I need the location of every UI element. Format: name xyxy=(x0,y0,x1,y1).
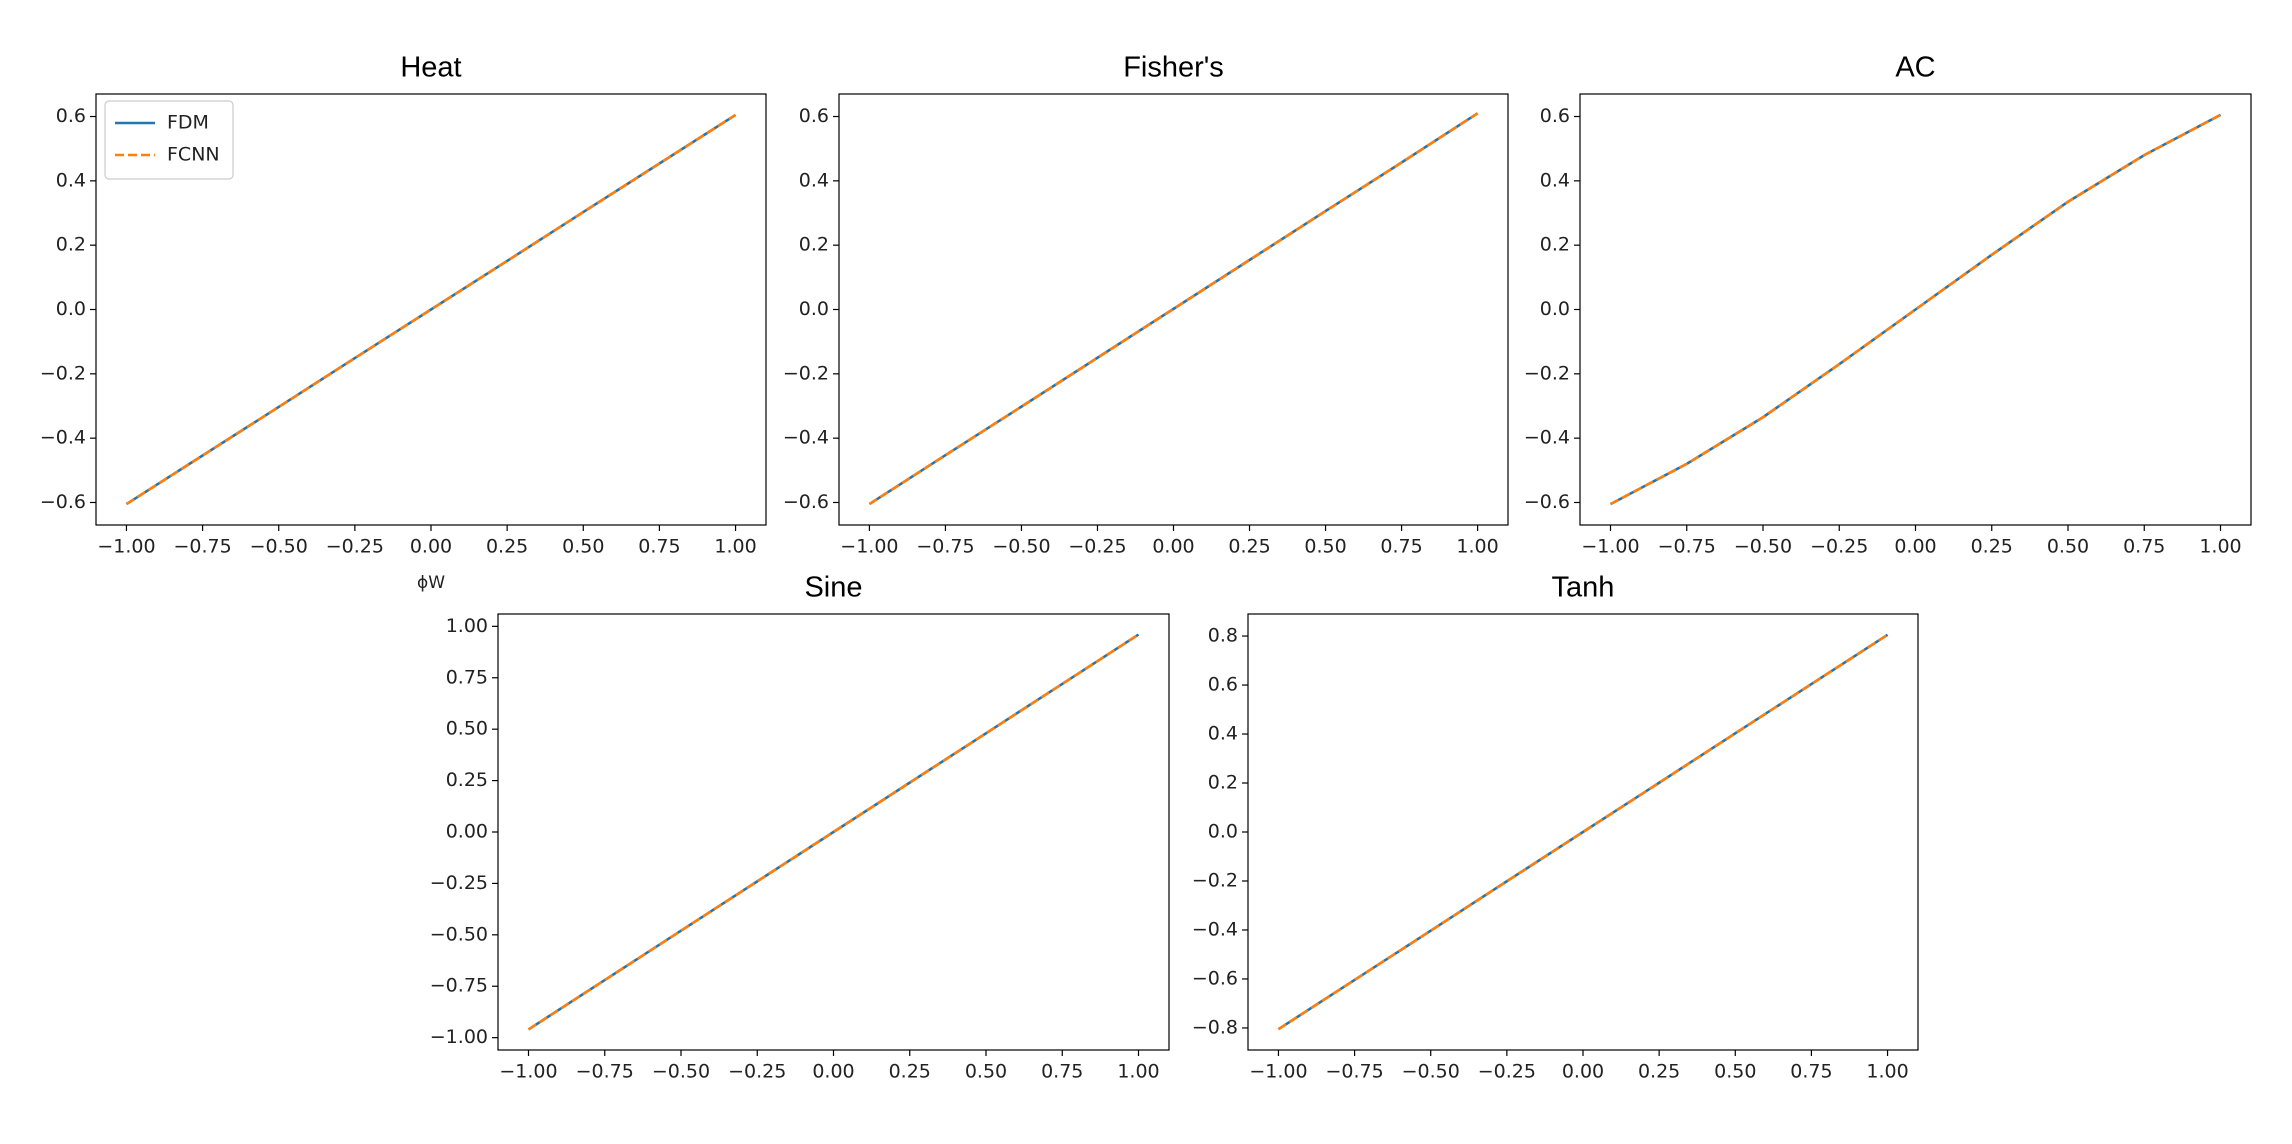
y-tick-label: −0.4 xyxy=(1524,427,1570,449)
x-tick-label: 0.75 xyxy=(638,536,680,558)
chart-title: Tanh xyxy=(1552,572,1615,604)
x-tick-label: −1.00 xyxy=(1581,536,1639,558)
x-tick-label: 0.25 xyxy=(1638,1061,1680,1083)
x-tick-label: −0.75 xyxy=(173,536,231,558)
x-tick-label: −1.00 xyxy=(1249,1061,1307,1083)
x-tick-label: 0.25 xyxy=(889,1061,931,1083)
x-tick-label: 0.00 xyxy=(1562,1061,1604,1083)
x-tick-label: −0.75 xyxy=(1658,536,1716,558)
y-tick-label: 0.6 xyxy=(56,105,86,127)
y-tick-label: −0.4 xyxy=(40,427,86,449)
x-tick-label: −0.50 xyxy=(1402,1061,1460,1083)
y-tick-label: −0.2 xyxy=(783,362,829,384)
y-tick-label: 0.0 xyxy=(1208,821,1238,843)
legend-box xyxy=(104,100,234,180)
x-tick-label: −0.25 xyxy=(1068,536,1126,558)
x-tick-label: −0.75 xyxy=(576,1061,634,1083)
x-tick-label: −1.00 xyxy=(840,536,898,558)
x-tick-label: −0.50 xyxy=(1734,536,1792,558)
x-tick-label: −0.50 xyxy=(652,1061,710,1083)
x-tick-label: 1.00 xyxy=(2199,536,2241,558)
x-tick-label: −0.25 xyxy=(1478,1061,1536,1083)
y-tick-label: −0.25 xyxy=(430,872,488,894)
x-tick-label: 0.50 xyxy=(1714,1061,1756,1083)
y-tick-label: 0.0 xyxy=(56,298,86,320)
y-tick-label: 0.25 xyxy=(446,769,488,791)
legend-label: FDM xyxy=(167,112,209,134)
x-tick-label: −0.75 xyxy=(1325,1061,1383,1083)
x-tick-label: 0.75 xyxy=(1790,1061,1832,1083)
y-tick-label: 0.2 xyxy=(1540,234,1570,256)
data-line xyxy=(868,112,1479,506)
y-tick-label: −0.50 xyxy=(430,923,488,945)
y-tick-label: −0.6 xyxy=(1524,491,1570,513)
x-tick-label: 0.25 xyxy=(1228,536,1270,558)
y-tick-label: 0.4 xyxy=(1208,723,1238,745)
chart-title: Fisher's xyxy=(1123,52,1224,84)
x-tick-label: −0.50 xyxy=(992,536,1050,558)
y-tick-label: 0.6 xyxy=(1208,674,1238,696)
y-tick-label: 0.0 xyxy=(1540,298,1570,320)
x-tick-label: −1.00 xyxy=(97,536,155,558)
y-tick-label: 0.2 xyxy=(56,234,86,256)
chart-title: Sine xyxy=(804,572,862,604)
x-tick-label: 1.00 xyxy=(1456,536,1498,558)
y-tick-label: 0.50 xyxy=(446,718,488,740)
y-tick-label: 0.6 xyxy=(1540,105,1570,127)
y-tick-label: 0.4 xyxy=(56,169,86,191)
x-tick-label: −0.75 xyxy=(916,536,974,558)
y-tick-label: −0.75 xyxy=(430,975,488,997)
y-tick-label: 0.2 xyxy=(799,234,829,256)
x-tick-label: 0.00 xyxy=(812,1061,854,1083)
x-tick-label: 0.75 xyxy=(1041,1061,1083,1083)
y-tick-label: 1.00 xyxy=(446,615,488,637)
y-tick-label: −0.4 xyxy=(1192,918,1238,940)
y-tick-label: 0.75 xyxy=(446,666,488,688)
x-tick-label: −0.25 xyxy=(1810,536,1868,558)
y-tick-label: 0.0 xyxy=(799,298,829,320)
y-tick-label: 0.8 xyxy=(1208,625,1238,647)
x-tick-label: 0.00 xyxy=(1152,536,1194,558)
y-tick-label: 0.00 xyxy=(446,821,488,843)
y-tick-label: 0.4 xyxy=(1540,169,1570,191)
y-tick-label: 0.2 xyxy=(1208,772,1238,794)
x-tick-label: 1.00 xyxy=(1117,1061,1159,1083)
y-tick-label: −0.6 xyxy=(783,491,829,513)
x-tick-label: −0.25 xyxy=(728,1061,786,1083)
x-tick-label: 1.00 xyxy=(714,536,756,558)
y-tick-label: −0.4 xyxy=(783,427,829,449)
x-tick-label: 0.75 xyxy=(2123,536,2165,558)
x-tick-label: 0.00 xyxy=(1894,536,1936,558)
data-line xyxy=(1277,633,1889,1031)
y-tick-label: −0.8 xyxy=(1192,1016,1238,1038)
y-tick-label: −0.2 xyxy=(40,362,86,384)
data-line xyxy=(125,113,737,506)
x-tick-label: 0.75 xyxy=(1380,536,1422,558)
x-tick-label: −0.50 xyxy=(250,536,308,558)
x-tick-label: −0.25 xyxy=(326,536,384,558)
data-line xyxy=(1609,113,2222,506)
y-tick-label: 0.6 xyxy=(799,105,829,127)
y-tick-label: −1.00 xyxy=(430,1026,488,1048)
x-tick-label: 0.50 xyxy=(1304,536,1346,558)
chart-title: Heat xyxy=(400,52,461,84)
x-tick-label: 0.50 xyxy=(562,536,604,558)
data-line xyxy=(527,633,1140,1031)
x-tick-label: 0.50 xyxy=(2047,536,2089,558)
chart-title: AC xyxy=(1895,52,1935,84)
x-tick-label: 1.00 xyxy=(1866,1061,1908,1083)
y-tick-label: −0.2 xyxy=(1192,869,1238,891)
x-tick-label: −1.00 xyxy=(499,1061,557,1083)
x-tick-label: 0.00 xyxy=(410,536,452,558)
y-tick-label: 0.4 xyxy=(799,169,829,191)
x-axis-label: ϕW xyxy=(417,573,445,593)
y-tick-label: −0.6 xyxy=(1192,967,1238,989)
x-tick-label: 0.25 xyxy=(1971,536,2013,558)
x-tick-label: 0.25 xyxy=(486,536,528,558)
y-tick-label: −0.2 xyxy=(1524,362,1570,384)
legend-label: FCNN xyxy=(167,144,220,166)
y-tick-label: −0.6 xyxy=(40,491,86,513)
x-tick-label: 0.50 xyxy=(965,1061,1007,1083)
